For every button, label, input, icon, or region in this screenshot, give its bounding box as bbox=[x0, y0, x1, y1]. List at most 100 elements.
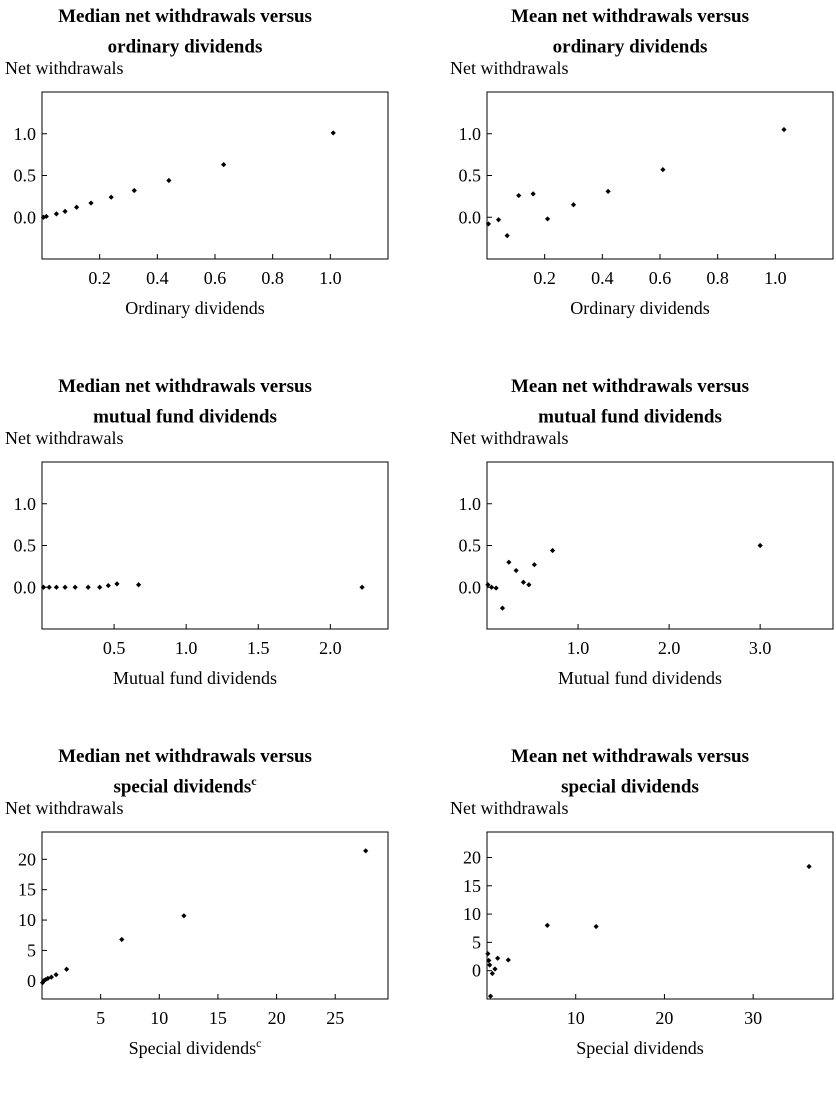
x-axis-label: Mutual fund dividends bbox=[558, 668, 722, 688]
y-tick-label: 0.5 bbox=[14, 536, 37, 556]
data-point bbox=[48, 974, 54, 980]
data-point bbox=[105, 582, 111, 589]
data-point bbox=[530, 191, 536, 197]
x-tick-label: 1.0 bbox=[567, 638, 590, 658]
data-point bbox=[487, 993, 494, 999]
data-point bbox=[40, 584, 47, 590]
plot-frame bbox=[486, 461, 834, 630]
title-footnote-mark: c bbox=[251, 774, 257, 788]
data-point bbox=[131, 187, 137, 194]
y-tick-label: 0 bbox=[27, 971, 36, 991]
chart-title: Mean net withdrawals versus mutual fund … bbox=[445, 374, 815, 429]
x-tick-label: 0.8 bbox=[706, 268, 729, 288]
x-axis-label: Special dividendsc bbox=[129, 1036, 262, 1058]
data-point bbox=[62, 208, 68, 215]
data-point bbox=[660, 167, 666, 173]
panel-mean-mutual-fund: Mean net withdrawals versus mutual fund … bbox=[445, 370, 836, 730]
x-tick-label: 15 bbox=[209, 1008, 227, 1028]
data-point bbox=[485, 582, 491, 588]
chart-title-line1: Median net withdrawals versus bbox=[58, 6, 312, 27]
x-axis-label-footnote-mark: c bbox=[256, 1036, 261, 1050]
chart-title: Median net withdrawals versus mutual fun… bbox=[0, 374, 370, 429]
panel-median-special: Median net withdrawals versus special di… bbox=[0, 740, 418, 1100]
chart-title-line1: Mean net withdrawals versus bbox=[510, 376, 750, 397]
data-point bbox=[119, 936, 125, 943]
panel-mean-special: Mean net withdrawals versus special divi… bbox=[445, 740, 836, 1100]
data-point bbox=[85, 584, 91, 590]
data-point bbox=[549, 547, 556, 554]
data-point bbox=[53, 211, 60, 217]
data-point bbox=[781, 126, 787, 133]
data-point bbox=[166, 177, 172, 184]
data-point bbox=[492, 966, 498, 972]
chart-title-line2: ordinary dividends bbox=[552, 36, 708, 58]
data-point bbox=[593, 923, 599, 930]
data-point bbox=[181, 913, 187, 919]
y-tick-label: 20 bbox=[18, 849, 36, 869]
x-tick-label: 25 bbox=[326, 1008, 344, 1028]
chart-title: Mean net withdrawals versus ordinary div… bbox=[445, 4, 815, 59]
scatter-plot: 10 20 30 0 5 10 15 20 Special dividends bbox=[463, 831, 834, 1058]
y-tick-label: 20 bbox=[463, 847, 481, 867]
data-point bbox=[221, 162, 227, 168]
data-point bbox=[520, 579, 527, 585]
plot-frame bbox=[41, 91, 389, 260]
x-tick-label: 20 bbox=[655, 1008, 673, 1028]
data-point bbox=[485, 951, 491, 957]
x-tick-label: 5 bbox=[96, 1008, 105, 1028]
x-axis-label: Special dividends bbox=[576, 1038, 703, 1058]
x-tick-label: 1.0 bbox=[764, 268, 787, 288]
y-tick-label: 5 bbox=[27, 940, 36, 960]
x-axis-label: Ordinary dividends bbox=[125, 298, 264, 318]
y-tick-label: 0.0 bbox=[459, 207, 482, 227]
scatter-plot: 1.0 2.0 3.0 0.0 0.5 1.0 Mutual fund dividends bbox=[459, 461, 834, 688]
data-point bbox=[53, 972, 59, 978]
y-tick-label: 1.0 bbox=[459, 124, 482, 144]
x-tick-label: 0.5 bbox=[103, 638, 126, 658]
y-axis-label: Net withdrawals bbox=[5, 428, 124, 448]
panel-mean-ordinary: Mean net withdrawals versus ordinary div… bbox=[445, 0, 836, 360]
data-point bbox=[544, 922, 550, 929]
plot-frame bbox=[486, 831, 834, 1000]
x-tick-label: 1.0 bbox=[319, 268, 342, 288]
data-point bbox=[513, 567, 519, 574]
data-point bbox=[359, 584, 365, 590]
scatter-plot: 0.2 0.4 0.6 0.8 1.0 0.0 0.5 1.0 Ordinary dividen… bbox=[14, 91, 389, 318]
y-tick-label: 0.0 bbox=[14, 577, 37, 597]
scatter-plot: 0.5 1.0 1.5 2.0 0.0 0.5 1.0 Mutual fund dividen… bbox=[14, 461, 389, 688]
data-point bbox=[516, 192, 522, 199]
y-axis-label: Net withdrawals bbox=[450, 798, 569, 818]
chart-title-line2: mutual fund dividends bbox=[538, 406, 722, 428]
scatter-plot: 0.2 0.4 0.6 0.8 1.0 0.0 0.5 1.0 Ordinary dividen… bbox=[459, 91, 834, 318]
data-point bbox=[114, 581, 120, 587]
y-tick-label: 15 bbox=[463, 876, 481, 896]
x-tick-label: 20 bbox=[268, 1008, 286, 1028]
data-point bbox=[108, 194, 114, 200]
y-tick-label: 0.5 bbox=[459, 166, 482, 186]
data-point bbox=[505, 957, 511, 963]
y-tick-label: 1.0 bbox=[459, 494, 482, 514]
data-point bbox=[506, 559, 512, 565]
data-point bbox=[72, 584, 78, 590]
data-point bbox=[62, 584, 68, 590]
x-tick-label: 30 bbox=[744, 1008, 762, 1028]
data-point bbox=[493, 585, 499, 591]
y-tick-label: 15 bbox=[18, 880, 36, 900]
y-tick-label: 10 bbox=[463, 904, 481, 924]
x-tick-label: 0.4 bbox=[591, 268, 614, 288]
data-point bbox=[504, 233, 510, 239]
data-point bbox=[488, 584, 495, 590]
chart-title: Mean net withdrawals versus special divi… bbox=[445, 744, 815, 799]
x-axis-label: Ordinary dividends bbox=[570, 298, 709, 318]
data-point bbox=[42, 976, 49, 983]
y-tick-label: 0.0 bbox=[459, 577, 482, 597]
x-tick-label: 0.2 bbox=[533, 268, 556, 288]
x-tick-label: 1.5 bbox=[247, 638, 270, 658]
x-tick-label: 0.6 bbox=[649, 268, 672, 288]
chart-title-line1: Mean net withdrawals versus bbox=[510, 746, 750, 767]
data-point bbox=[605, 188, 611, 194]
data-point bbox=[43, 213, 49, 220]
chart-title: Median net withdrawals versus ordinary d… bbox=[0, 4, 370, 59]
chart-title-line2: mutual fund dividends bbox=[93, 406, 277, 428]
data-point bbox=[526, 582, 532, 588]
